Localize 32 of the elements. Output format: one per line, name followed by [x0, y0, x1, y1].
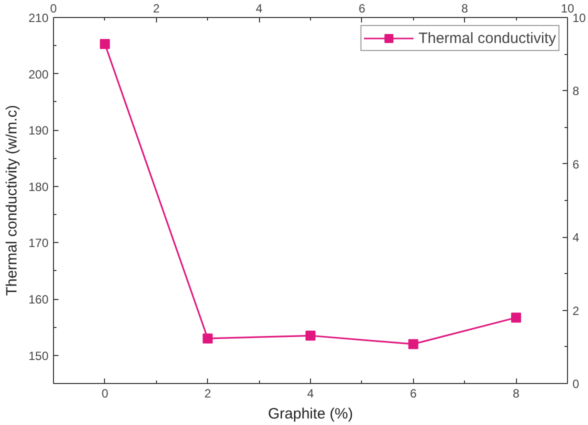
point: [202, 333, 213, 344]
y-tick-label: 160: [28, 292, 49, 307]
x2-tick-label: 10: [560, 2, 574, 16]
y-tick-label: 190: [28, 124, 49, 138]
y-tick-label: 210: [28, 11, 49, 25]
legend-label: Thermal conductivity: [418, 30, 556, 46]
x-axis-title: Graphite (%): [268, 406, 354, 422]
x-tick-label: 4: [307, 386, 314, 400]
x-tick-label: 0: [102, 386, 109, 400]
x-tick-label: 2: [204, 386, 212, 400]
y2-tick-label: 10: [572, 11, 586, 25]
y-axis-title: Thermal conductivity (w/m.c): [3, 105, 20, 296]
point: [100, 38, 110, 49]
y-tick-label: 200: [28, 67, 49, 82]
x2-tick-label: 4: [256, 2, 263, 16]
x2-tick-label: 8: [461, 2, 468, 16]
y-tick-label: 180: [28, 180, 49, 194]
point: [408, 339, 418, 350]
x2-tick-label: 2: [152, 2, 160, 16]
x2-tick-label: 6: [358, 2, 366, 16]
y2-tick-label: 0: [572, 377, 580, 391]
x2-tick-label: 0: [50, 2, 58, 16]
y-tick-label: 150: [28, 348, 49, 363]
y2-tick-label: 4: [572, 230, 580, 245]
x-tick-label: 6: [410, 386, 417, 400]
point: [306, 330, 316, 341]
x-tick-label: 8: [512, 386, 520, 400]
y2-tick-label: 6: [572, 157, 580, 172]
y2-tick-label: 8: [572, 84, 580, 98]
point: [511, 312, 522, 323]
y2-tick-label: 2: [572, 304, 580, 318]
y-tick-label: 170: [28, 236, 49, 250]
